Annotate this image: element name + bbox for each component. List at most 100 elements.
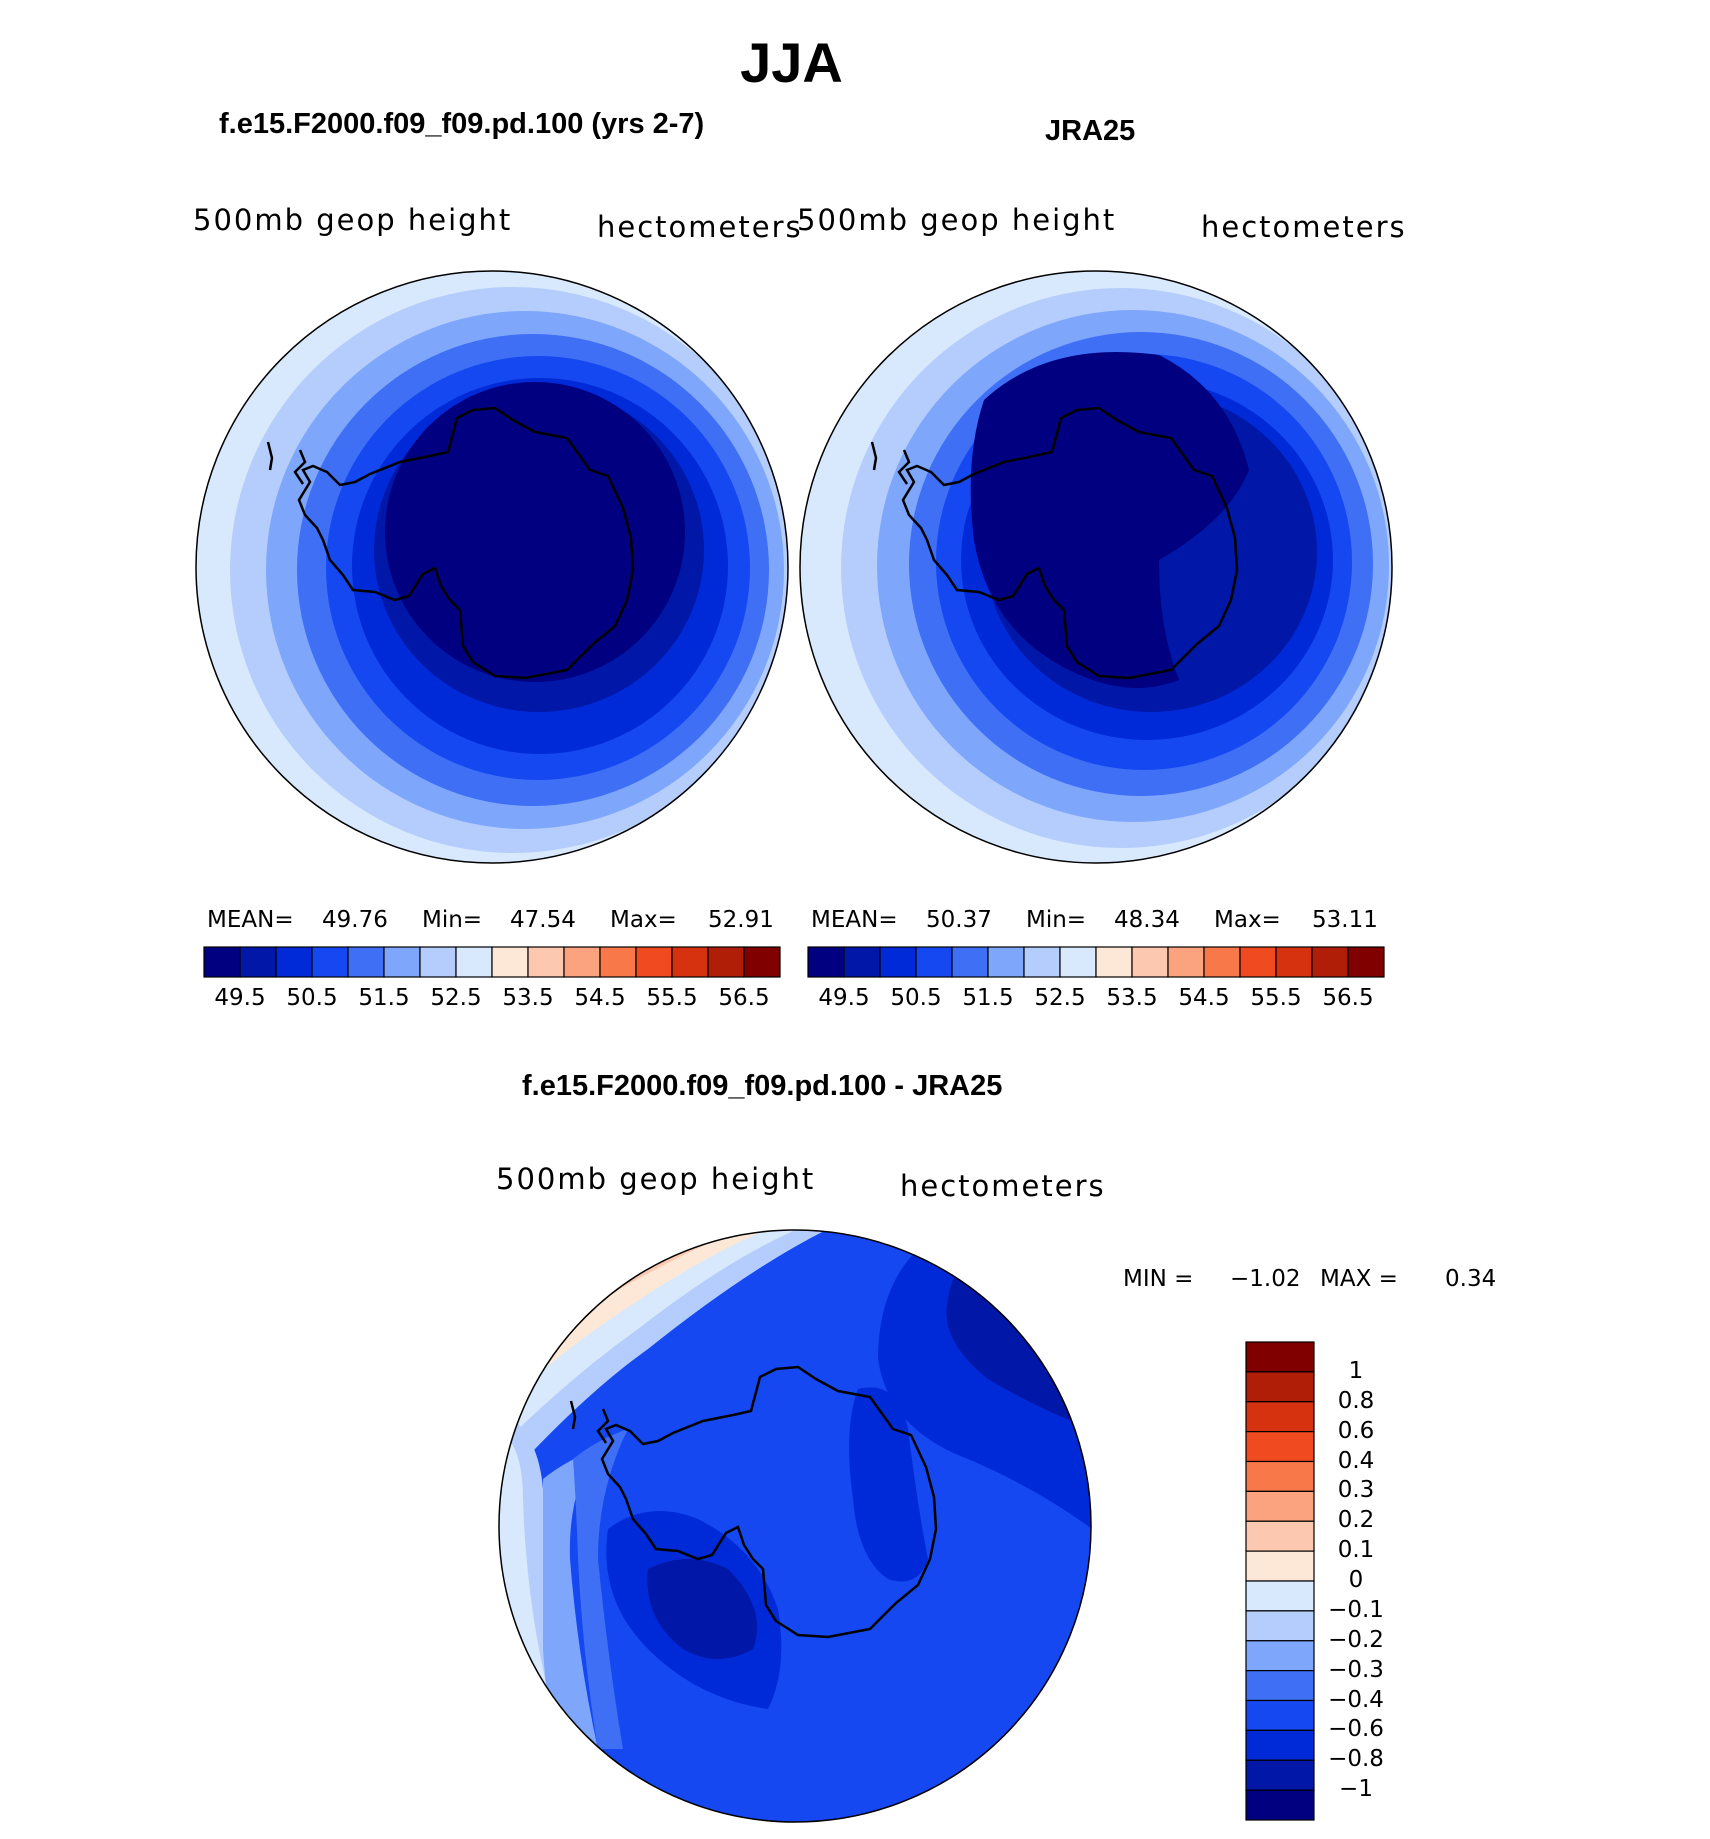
colorbar-box	[383, 946, 421, 978]
colorbar-tick-label: 0.3	[1337, 1477, 1375, 1504]
panel-3-min-label: MIN =	[1123, 1266, 1194, 1292]
panel-1-min: 47.54	[510, 907, 576, 933]
colorbar-tick-label: 55.5	[1250, 985, 1302, 1011]
colorbar-box	[1245, 1759, 1315, 1791]
panel-2-antarctica-outline	[901, 406, 1239, 680]
colorbar-box	[1131, 946, 1169, 978]
colorbar-tick-label: 56.5	[1322, 985, 1374, 1011]
panel-3-min: −1.02	[1230, 1266, 1301, 1292]
colorbar-tick-label: 1	[1348, 1357, 1364, 1384]
panel-2-min: 48.34	[1114, 907, 1180, 933]
colorbar-box	[1245, 1640, 1315, 1672]
colorbar-box	[1245, 1580, 1315, 1612]
panel-2-left-string: 500mb geop height	[797, 203, 1117, 237]
colorbar-box	[1245, 1699, 1315, 1731]
colorbar-tick-label: −0.2	[1328, 1626, 1384, 1653]
colorbar-box	[1059, 946, 1097, 978]
panel-2-title: JRA25	[1045, 115, 1136, 147]
panel-1-max: 52.91	[708, 907, 774, 933]
colorbar-tick-label: 0.4	[1337, 1447, 1375, 1474]
colorbar-box	[1245, 1341, 1315, 1373]
colorbar-tick-label: 0.8	[1337, 1387, 1375, 1414]
colorbar-tick-label: −0.3	[1328, 1656, 1384, 1683]
colorbar-box	[1203, 946, 1241, 978]
colorbar-box	[1245, 1610, 1315, 1642]
colorbar-box	[807, 946, 845, 978]
colorbar-box	[1245, 1490, 1315, 1522]
panel-1-min-label: Min=	[422, 907, 483, 933]
colorbar-box	[1245, 1371, 1315, 1403]
colorbar-box	[311, 946, 349, 978]
colorbar-box	[1245, 1729, 1315, 1761]
panel-2-mean-label: MEAN=	[811, 907, 898, 933]
colorbar-tick-label: 50.5	[890, 985, 942, 1011]
colorbar-box	[419, 946, 457, 978]
panel-2-max: 53.11	[1312, 907, 1378, 933]
panel-2-map	[799, 270, 1393, 864]
panel-3-max: 0.34	[1445, 1266, 1497, 1292]
panel-1-map	[195, 270, 789, 864]
colorbar-tick-label: 50.5	[286, 985, 338, 1011]
colorbar-tick-label: −0.6	[1328, 1716, 1384, 1743]
colorbar-tick-label: 51.5	[358, 985, 410, 1011]
colorbar-tick-label: −0.1	[1328, 1596, 1384, 1623]
colorbar-box	[455, 946, 493, 978]
colorbar-box	[203, 946, 241, 978]
panel-2-max-label: Max=	[1214, 907, 1281, 933]
colorbar-box	[1311, 946, 1349, 978]
colorbar-tick-label: 53.5	[502, 985, 554, 1011]
colorbar-box	[879, 946, 917, 978]
colorbar-tick-label: 55.5	[646, 985, 698, 1011]
panel-3-map	[498, 1229, 1092, 1823]
colorbar-tick-label: 52.5	[1034, 985, 1086, 1011]
panel-2-colorbar	[807, 946, 1385, 978]
colorbar-tick-label: 0.1	[1337, 1537, 1375, 1564]
colorbar-box	[1245, 1789, 1315, 1821]
colorbar-box	[1245, 1520, 1315, 1552]
colorbar-box	[527, 946, 565, 978]
panel-2-units: hectometers	[1201, 210, 1407, 244]
colorbar-box	[1023, 946, 1061, 978]
panel-3-units: hectometers	[900, 1169, 1106, 1203]
panel-1-max-label: Max=	[610, 907, 677, 933]
colorbar-box	[951, 946, 989, 978]
colorbar-box	[987, 946, 1025, 978]
colorbar-tick-label: 51.5	[962, 985, 1014, 1011]
panel-1-title: f.e15.F2000.f09_f09.pd.100 (yrs 2-7)	[219, 108, 705, 140]
colorbar-box	[635, 946, 673, 978]
panel-2-mean: 50.37	[926, 907, 992, 933]
colorbar-tick-label: 0.2	[1337, 1507, 1375, 1534]
colorbar-tick-label: 0.6	[1337, 1417, 1375, 1444]
colorbar-box	[1245, 1460, 1315, 1492]
colorbar-tick-label: 52.5	[430, 985, 482, 1011]
panel-1-mean-label: MEAN=	[207, 907, 294, 933]
colorbar-box	[491, 946, 529, 978]
colorbar-box	[915, 946, 953, 978]
colorbar-box	[1275, 946, 1313, 978]
colorbar-box	[563, 946, 601, 978]
panel-1-antarctica-outline	[297, 406, 635, 680]
colorbar-box	[239, 946, 277, 978]
colorbar-tick-label: 49.5	[818, 985, 870, 1011]
panel-1-mean: 49.76	[322, 907, 388, 933]
colorbar-box	[707, 946, 745, 978]
colorbar-tick-label: 56.5	[718, 985, 770, 1011]
colorbar-tick-label: 49.5	[214, 985, 266, 1011]
colorbar-tick-label: 54.5	[1178, 985, 1230, 1011]
panel-3-max-label: MAX =	[1320, 1266, 1398, 1292]
panel-3-left-string: 500mb geop height	[496, 1162, 816, 1196]
panel-3-antarctica-outline	[600, 1365, 938, 1639]
colorbar-box	[1167, 946, 1205, 978]
colorbar-box	[743, 946, 781, 978]
colorbar-box	[671, 946, 709, 978]
colorbar-tick-label: 53.5	[1106, 985, 1158, 1011]
colorbar-box	[1347, 946, 1385, 978]
colorbar-box	[1245, 1550, 1315, 1582]
colorbar-tick-label: −1	[1339, 1776, 1373, 1803]
colorbar-tick-label: −0.4	[1328, 1686, 1384, 1713]
colorbar-tick-label: 54.5	[574, 985, 626, 1011]
colorbar-box	[1095, 946, 1133, 978]
colorbar-tick-label: 0	[1348, 1567, 1364, 1593]
panel-1-colorbar	[203, 946, 781, 978]
panel-1-left-string: 500mb geop height	[193, 203, 513, 237]
